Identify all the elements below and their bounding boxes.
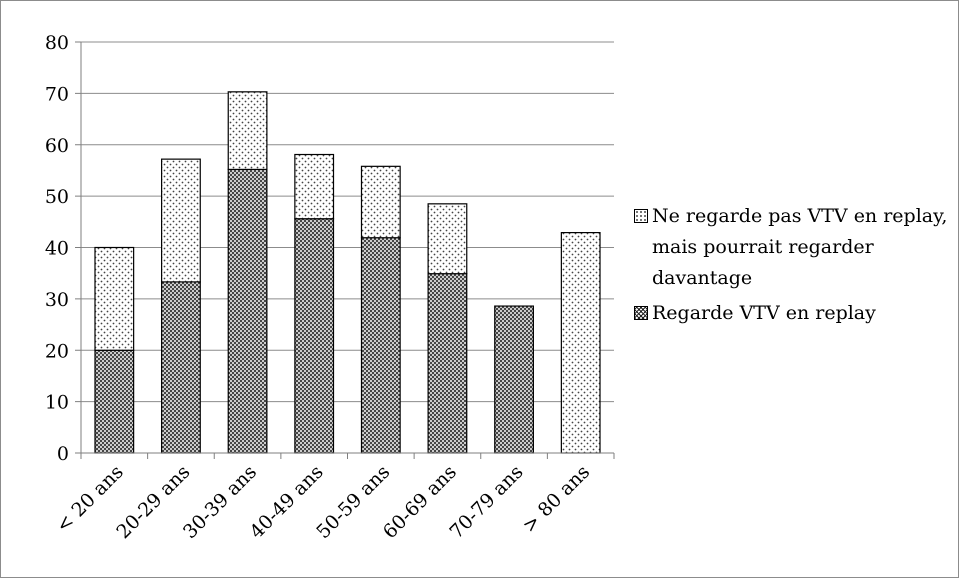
axes bbox=[80, 42, 615, 459]
bar-segment-ne-regarde-pas-1 bbox=[161, 158, 201, 283]
bar-segment-regarde-1 bbox=[161, 281, 201, 454]
bar-segment-regarde-2 bbox=[227, 168, 268, 454]
x-tick-label: 70-79 ans bbox=[445, 461, 527, 543]
bar-segment-regarde-3 bbox=[294, 218, 335, 454]
y-tick-label: 80 bbox=[45, 32, 69, 54]
gridlines bbox=[81, 41, 614, 403]
bar-segment-ne-regarde-pas-7 bbox=[560, 232, 601, 454]
y-tick-label: 10 bbox=[45, 392, 69, 414]
bar-segment-ne-regarde-pas-3 bbox=[294, 153, 335, 220]
legend-item-regarde: Regarde VTV en replay bbox=[634, 298, 952, 329]
legend-swatch-dots bbox=[634, 209, 648, 223]
legend: Ne regarde pas VTV en replay, mais pourr… bbox=[634, 201, 952, 333]
bar-segment-ne-regarde-pas-5 bbox=[427, 203, 468, 275]
y-tick-label: 20 bbox=[45, 340, 69, 362]
y-tick-label: 40 bbox=[45, 238, 69, 260]
y-tick-label: 0 bbox=[57, 443, 69, 465]
legend-swatch-crosshatch bbox=[634, 306, 648, 320]
legend-item-ne-regarde-pas: Ne regarde pas VTV en replay, mais pourr… bbox=[634, 201, 952, 294]
bars bbox=[94, 91, 601, 454]
legend-label-ne-regarde-pas: Ne regarde pas VTV en replay, mais pourr… bbox=[652, 205, 948, 289]
bar-segment-ne-regarde-pas-0 bbox=[94, 246, 135, 351]
bar-segment-regarde-6 bbox=[494, 305, 534, 454]
y-tick-label: 70 bbox=[45, 83, 69, 105]
bar-segment-ne-regarde-pas-2 bbox=[227, 91, 268, 171]
y-tick-label: 50 bbox=[45, 186, 69, 208]
bar-segment-regarde-0 bbox=[94, 349, 135, 454]
y-tick-label: 30 bbox=[45, 289, 69, 311]
y-tick-label: 60 bbox=[45, 135, 69, 157]
x-tick-label: > 80 ans bbox=[518, 461, 594, 537]
bar-segment-ne-regarde-pas-4 bbox=[360, 165, 401, 239]
bar-segment-regarde-4 bbox=[360, 237, 401, 454]
y-axis-tick-labels: 0 10 20 30 40 50 60 70 80 bbox=[45, 32, 81, 465]
bar-segment-regarde-5 bbox=[427, 273, 468, 454]
legend-label-regarde: Regarde VTV en replay bbox=[652, 302, 876, 324]
